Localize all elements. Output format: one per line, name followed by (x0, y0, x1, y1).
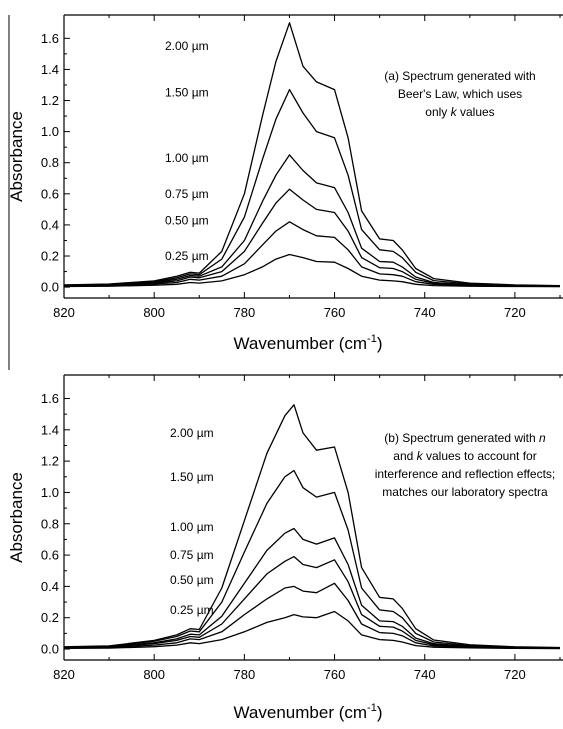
panel-a-series-line-0 (63, 253, 561, 288)
panel-a-series-label-5: 2.00 µm (165, 39, 209, 53)
panel-a-series-label-4: 1.50 µm (165, 86, 209, 100)
panel-b-y-tick-label: 0.8 (41, 516, 59, 531)
panel-b-x-axis-title: Wavenumber (cm-1) (234, 702, 383, 722)
panel-a-series-label-0: 0.25 µm (165, 249, 209, 263)
panel-b-series-line-2 (63, 555, 561, 649)
panel-a-series-line-4 (63, 88, 561, 287)
panel-b-series-label-1: 0.50 µm (170, 573, 214, 587)
panel-b-x-tick-label: 760 (324, 667, 346, 682)
panel-a-x-tick-label: 740 (414, 305, 436, 320)
panel-b-series-label-5: 2.00 µm (170, 426, 214, 440)
panel-a-series-line-1 (63, 221, 561, 288)
panel-a-annotation-line: Beer's Law, which uses (398, 87, 522, 101)
panel-b-series-line-1 (63, 582, 561, 650)
panel-b-series-line-4 (63, 469, 561, 649)
panel-b-y-tick-label: 0.6 (41, 548, 59, 563)
panel-a-x-tick-label: 820 (53, 305, 75, 320)
panel-a-x-axis-title: Wavenumber (cm-1) (234, 333, 383, 353)
panel-b-series-line-5 (63, 404, 561, 649)
panel-a-x-tick-label: 780 (234, 305, 256, 320)
panel-a-series-line-2 (63, 188, 561, 287)
panel-a-annotation-line: only k values (425, 105, 494, 119)
panel-b-series-line-3 (63, 527, 561, 649)
panel-a-y-tick-label: 0.4 (41, 217, 59, 232)
panel-b-y-tick-label: 1.0 (41, 485, 59, 500)
panel-b-series-label-2: 0.75 µm (170, 548, 214, 562)
panel-a-y-tick-label: 0.8 (41, 155, 59, 170)
panel-a-y-tick-label: 0.6 (41, 186, 59, 201)
panel-b-y-tick-label: 1.6 (41, 391, 59, 406)
panel-b-y-tick-label: 0.0 (41, 642, 59, 657)
panel-a-annotation-line: (a) Spectrum generated with (384, 69, 535, 83)
panel-a-x-tick-label: 720 (504, 305, 526, 320)
panel-b-y-tick-label: 1.2 (41, 454, 59, 469)
panel-b-x-tick-label: 780 (234, 667, 256, 682)
panel-b-series-label-3: 1.00 µm (170, 520, 214, 534)
panel-a-y-tick-label: 1.6 (41, 31, 59, 46)
panel-a-y-tick-label: 0.0 (41, 280, 59, 295)
panel-a-x-tick-label: 760 (324, 305, 346, 320)
panel-a-series-line-3 (63, 154, 561, 287)
panel-b-annotation-line: and k values to account for (393, 449, 536, 463)
panel-b-annotation-line: (b) Spectrum generated with n (384, 431, 546, 445)
panel-b-x-tick-label: 720 (504, 667, 526, 682)
panel-a-series-line-5 (63, 22, 561, 287)
panel-b-x-tick-label: 740 (414, 667, 436, 682)
panel-a-y-tick-label: 1.2 (41, 93, 59, 108)
panel-a-y-axis-title: Absorbance (7, 111, 26, 202)
panel-b-annotation-line: interference and reflection effects; (375, 467, 556, 481)
panel-b-x-tick-label: 820 (53, 667, 75, 682)
panel-a-x-tick-label: 800 (143, 305, 165, 320)
panel-a-y-tick-label: 1.4 (41, 62, 59, 77)
panel-a-y-tick-label: 1.0 (41, 124, 59, 139)
panel-b-annotation-line: matches our laboratory spectra (382, 485, 548, 499)
panel-b-series-line-0 (63, 610, 561, 650)
panel-b-x-tick-label: 800 (143, 667, 165, 682)
panel-a-series-label-2: 0.75 µm (165, 187, 209, 201)
panel-b-y-axis-title: Absorbance (7, 472, 26, 563)
panel-b-series-label-0: 0.25 µm (170, 603, 214, 617)
panel-b-y-tick-label: 0.2 (41, 610, 59, 625)
panel-a-series-label-3: 1.00 µm (165, 151, 209, 165)
panel-b-series-label-4: 1.50 µm (170, 470, 214, 484)
panel-b-y-tick-label: 0.4 (41, 579, 59, 594)
panel-a-y-tick-label: 0.2 (41, 249, 59, 264)
panel-a-series-label-1: 0.50 µm (165, 213, 209, 227)
panel-b-y-tick-label: 1.4 (41, 422, 59, 437)
